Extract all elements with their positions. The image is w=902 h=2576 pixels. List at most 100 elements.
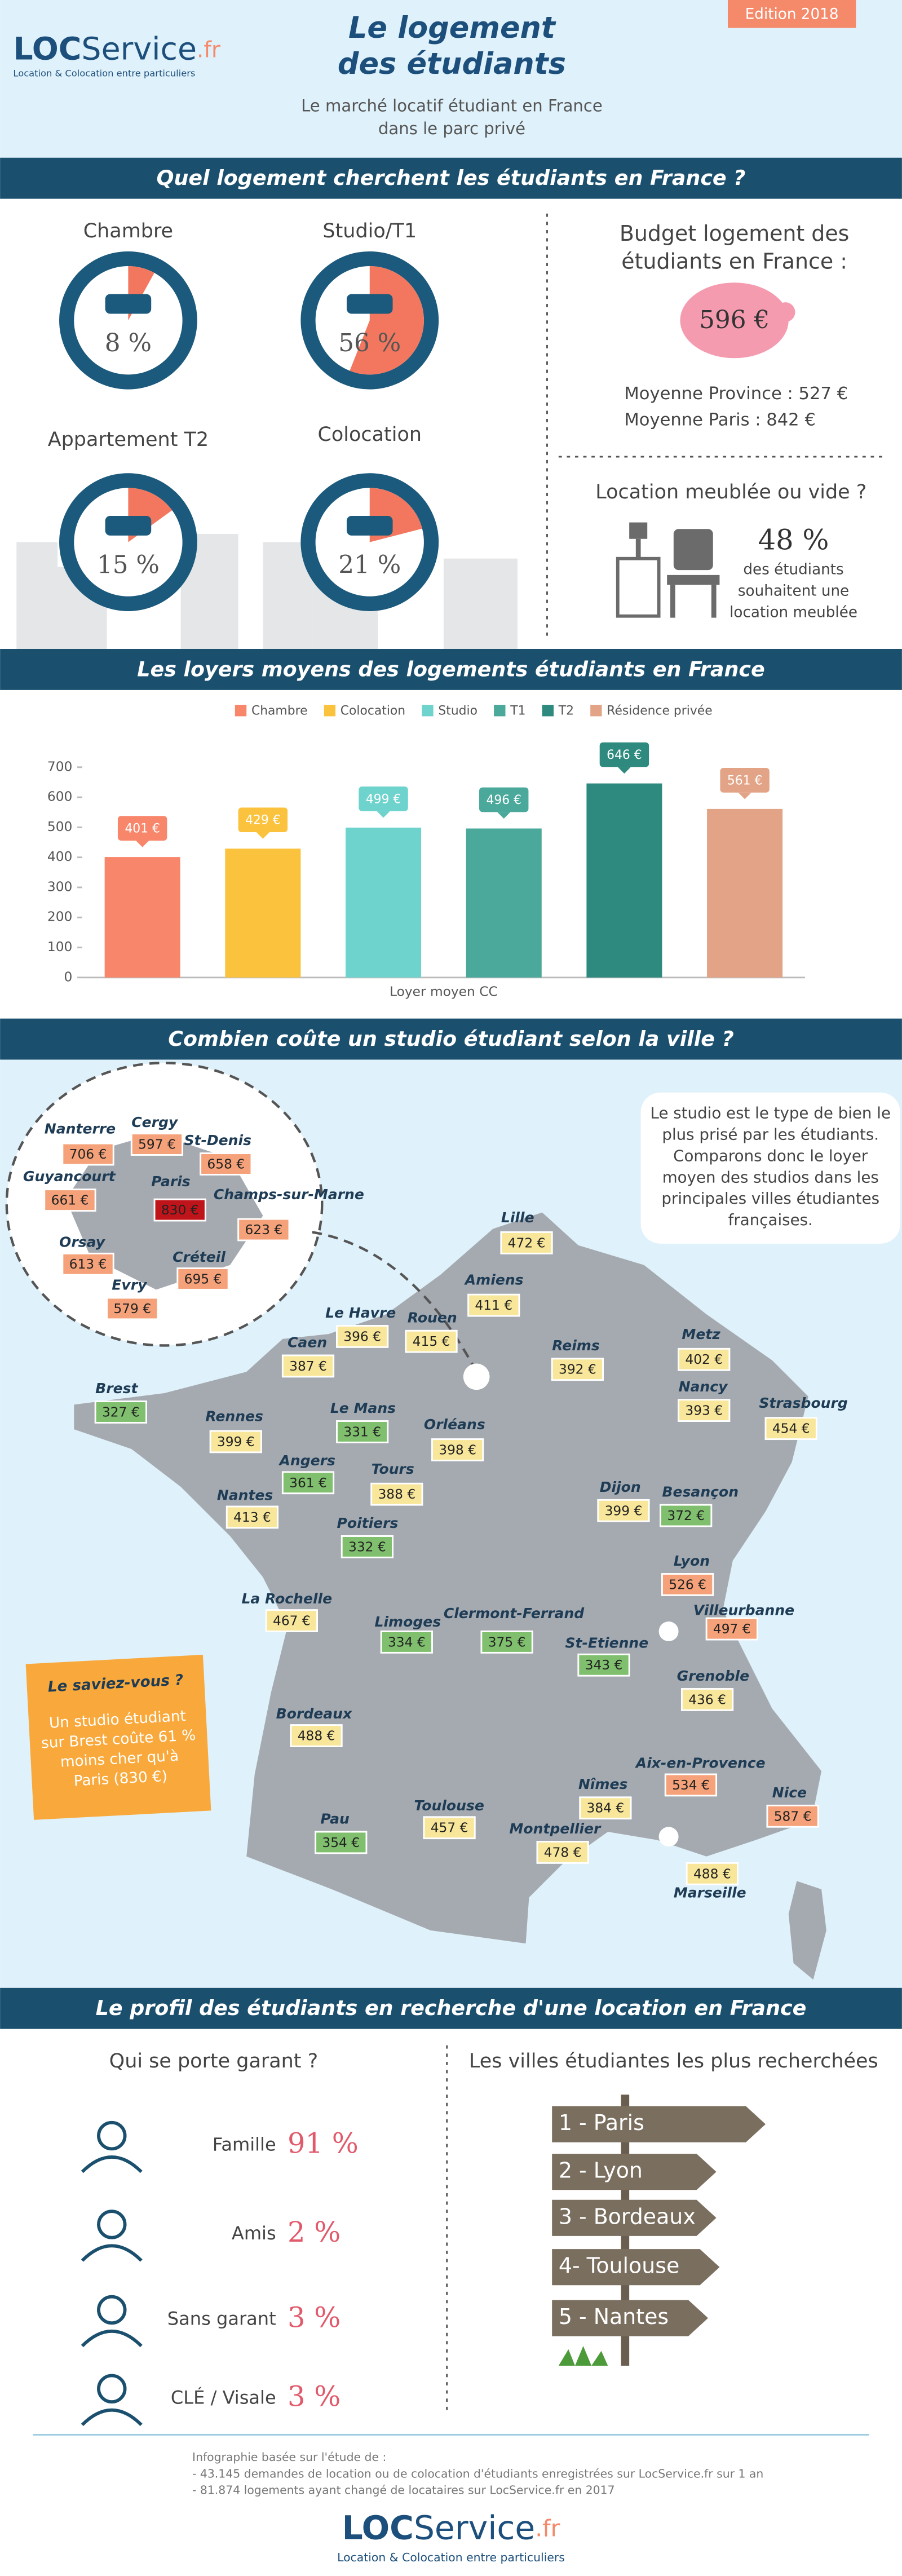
pie-value: 15 %	[97, 550, 160, 579]
value-tag-pointer	[617, 767, 631, 774]
city-name: Champs-sur-Marne	[214, 1186, 364, 1203]
price-tag	[686, 1862, 739, 1885]
city-price: 613 €	[69, 1257, 107, 1272]
legend-label: Chambre	[251, 704, 308, 718]
legend-swatch	[542, 705, 554, 717]
y-tick-label: 200	[47, 909, 72, 925]
price-tag	[265, 1609, 318, 1632]
logo: LOCService.fr	[13, 31, 220, 67]
title: des étudiants	[338, 47, 566, 81]
city-name: Paris	[151, 1173, 191, 1190]
city-name: Rennes	[205, 1408, 263, 1425]
guarantor-label: Sans garant	[167, 2308, 276, 2329]
value-label: 496 €	[486, 793, 521, 807]
intro-box	[640, 1092, 900, 1244]
city-name: Nice	[772, 1784, 807, 1801]
legend-swatch	[324, 705, 336, 717]
section-band	[0, 157, 902, 199]
pie-value: 8 %	[105, 329, 152, 357]
price-tag	[551, 1358, 604, 1381]
price-tag	[176, 1267, 229, 1291]
edition: Edition 2018	[745, 6, 839, 23]
city-price: 393 €	[685, 1403, 723, 1419]
city-price: 327 €	[102, 1404, 140, 1420]
price-tag	[431, 1438, 484, 1461]
price-tag	[237, 1218, 290, 1241]
city-price: 534 €	[672, 1778, 710, 1793]
city-name: Dijon	[600, 1479, 641, 1495]
city-price: 488 €	[693, 1866, 731, 1881]
price-tag	[678, 1399, 731, 1422]
room-icon	[105, 515, 152, 536]
price-tag	[500, 1231, 553, 1254]
logo-service: Service	[81, 31, 197, 67]
guarantor-icon	[97, 2210, 127, 2239]
bar	[466, 828, 542, 978]
sign	[552, 2199, 717, 2236]
guarantor-title: Qui se porte garant ?	[109, 2050, 319, 2073]
price-tag	[660, 1504, 713, 1527]
value-label: 646 €	[607, 748, 642, 762]
guarantor-icon	[81, 2408, 143, 2426]
budget-title: Budget logement des	[620, 221, 849, 246]
city-name: Nanterre	[45, 1121, 116, 1137]
furnished-line: souhaitent une	[738, 583, 849, 600]
price-tag	[405, 1329, 458, 1353]
legend-label: T1	[510, 704, 525, 718]
city-price: 396 €	[343, 1329, 381, 1344]
y-tick-label: 300	[47, 879, 72, 894]
legend-label: Colocation	[341, 704, 405, 718]
price-tag	[597, 1499, 650, 1522]
price-tag	[579, 1796, 632, 1820]
city-name: Marseille	[674, 1885, 746, 1901]
city-price: 706 €	[69, 1147, 107, 1162]
price-tag	[766, 1804, 819, 1828]
furnished-title: Location meublée ou vide ?	[595, 481, 866, 503]
price-tag	[380, 1631, 433, 1654]
bar	[707, 808, 783, 978]
city-name: Amiens	[464, 1272, 524, 1288]
city-name: Aix-en-Provence	[635, 1755, 766, 1771]
legend-swatch	[590, 705, 602, 717]
sign	[552, 2154, 717, 2190]
city-name: Créteil	[173, 1249, 226, 1265]
top-city: 2 - Lyon	[559, 2158, 643, 2183]
logo-service: Service	[414, 2509, 535, 2547]
section-band	[0, 1987, 902, 2029]
price-tag	[315, 1831, 368, 1854]
top-city: 5 - Nantes	[559, 2304, 669, 2329]
city-price: 354 €	[322, 1835, 360, 1850]
budget-amount: 596 €	[699, 306, 770, 334]
y-tick-label: 500	[47, 819, 72, 834]
city-price: 384 €	[587, 1801, 625, 1816]
bar	[586, 783, 662, 978]
y-tick-label: 700	[47, 759, 72, 774]
pie-label: Studio/T1	[322, 220, 417, 242]
price-tag	[209, 1430, 262, 1453]
y-tick-label: 400	[47, 849, 72, 864]
value-tag-pointer	[377, 811, 390, 818]
y-tick-label: 100	[47, 939, 72, 955]
city-name: Le Mans	[330, 1400, 396, 1416]
intro-line: Comparons donc le loyer	[673, 1146, 868, 1165]
city-price: 413 €	[233, 1510, 271, 1525]
guarantor-icon	[81, 2155, 143, 2173]
city-price: 361 €	[289, 1475, 327, 1491]
city-name: Cergy	[131, 1114, 179, 1130]
top-cities-title: Les villes étudiantes les plus recherché…	[469, 2050, 878, 2073]
city-price: 472 €	[508, 1235, 546, 1251]
bar	[346, 827, 422, 978]
sign	[552, 2249, 720, 2286]
city-price: 454 €	[772, 1421, 810, 1437]
price-tag	[536, 1841, 589, 1864]
price-tag	[43, 1188, 96, 1212]
city-name: Poitiers	[337, 1515, 398, 1531]
value-tag-pointer	[136, 840, 149, 847]
guarantor-value: 3 %	[288, 2301, 341, 2334]
city-name: Strasbourg	[759, 1395, 847, 1411]
city-name: Limoges	[375, 1614, 441, 1630]
city-price: 387 €	[289, 1359, 327, 1374]
legend-label: Studio	[438, 704, 477, 718]
price-tag	[705, 1617, 758, 1641]
city-name: Reims	[552, 1337, 600, 1354]
